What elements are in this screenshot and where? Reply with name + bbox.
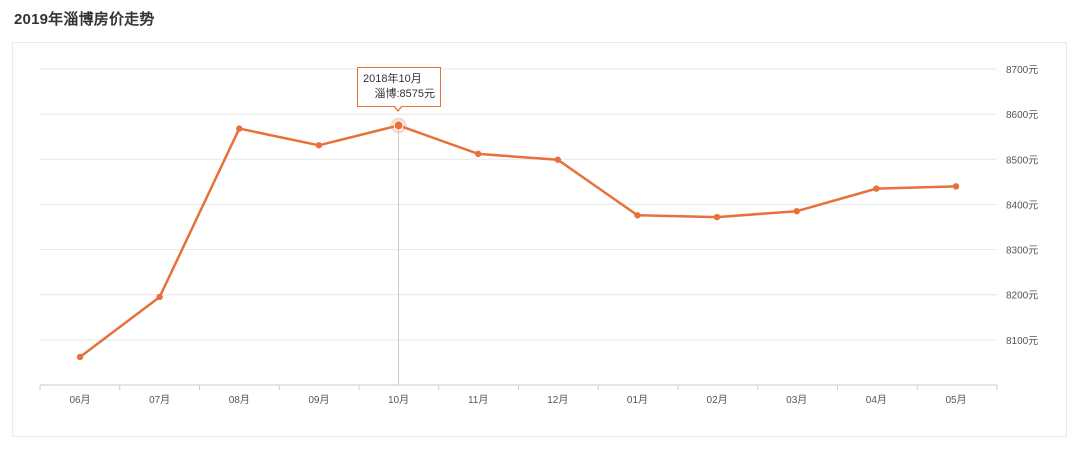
- data-point-highlighted: [393, 120, 404, 131]
- data-point: [873, 185, 880, 192]
- data-point: [474, 150, 482, 158]
- data-point: [236, 125, 243, 132]
- data-point: [713, 213, 721, 221]
- series-line-path: [79, 124, 957, 359]
- x-tick-label: 01月: [627, 394, 648, 406]
- tooltip-value: 淄博:8575元: [374, 88, 435, 100]
- x-axis: [39, 384, 998, 390]
- x-tick-label: 09月: [308, 394, 329, 406]
- y-tick-label: 8100元: [1006, 336, 1038, 347]
- y-tick-label: 8700元: [1006, 65, 1038, 76]
- data-point: [793, 208, 800, 215]
- x-tick-label: 02月: [707, 394, 728, 406]
- y-tick-label: 8500元: [1006, 155, 1038, 166]
- y-tick-label: 8600元: [1006, 110, 1038, 121]
- x-tick-label: 07月: [149, 394, 170, 406]
- series-line: [79, 124, 957, 359]
- x-tick-label: 08月: [229, 394, 250, 406]
- tooltip-value-text: 8575元: [399, 88, 435, 100]
- data-point: [315, 142, 323, 149]
- x-tick-label: 06月: [69, 394, 90, 406]
- y-tick-label: 8400元: [1006, 200, 1038, 211]
- data-point: [76, 353, 84, 361]
- grid-lines: [40, 68, 997, 341]
- x-tick-labels: 06月 07月 08月 09月 10月 11月 12月 01月 02月 03月 04月 05月: [69, 394, 966, 406]
- tooltip: 2018年10月 淄博:8575元: [357, 67, 441, 107]
- x-tick-label: 11月: [468, 394, 488, 406]
- data-point: [952, 183, 960, 190]
- data-point: [554, 156, 562, 163]
- tooltip-date: 2018年10月: [363, 73, 422, 85]
- data-point: [156, 293, 163, 301]
- x-tick-label: 12月: [547, 394, 568, 406]
- y-tick-labels: 8100元 8200元 8300元 8400元 8500元 8600元 8700元: [1006, 65, 1038, 347]
- y-tick-label: 8200元: [1006, 291, 1038, 302]
- data-point: [634, 212, 641, 219]
- x-tick-label: 04月: [866, 394, 887, 406]
- x-tick-label: 10月: [388, 394, 409, 406]
- y-tick-label: 8300元: [1006, 246, 1038, 257]
- x-tick-label: 05月: [945, 394, 966, 406]
- page-title: 2019年淄博房价走势: [14, 11, 155, 28]
- x-tick-label: 03月: [786, 394, 807, 406]
- tooltip-series-label: 淄博: [374, 88, 397, 100]
- data-points: [76, 117, 960, 361]
- tooltip-arrow-inner: [394, 105, 402, 110]
